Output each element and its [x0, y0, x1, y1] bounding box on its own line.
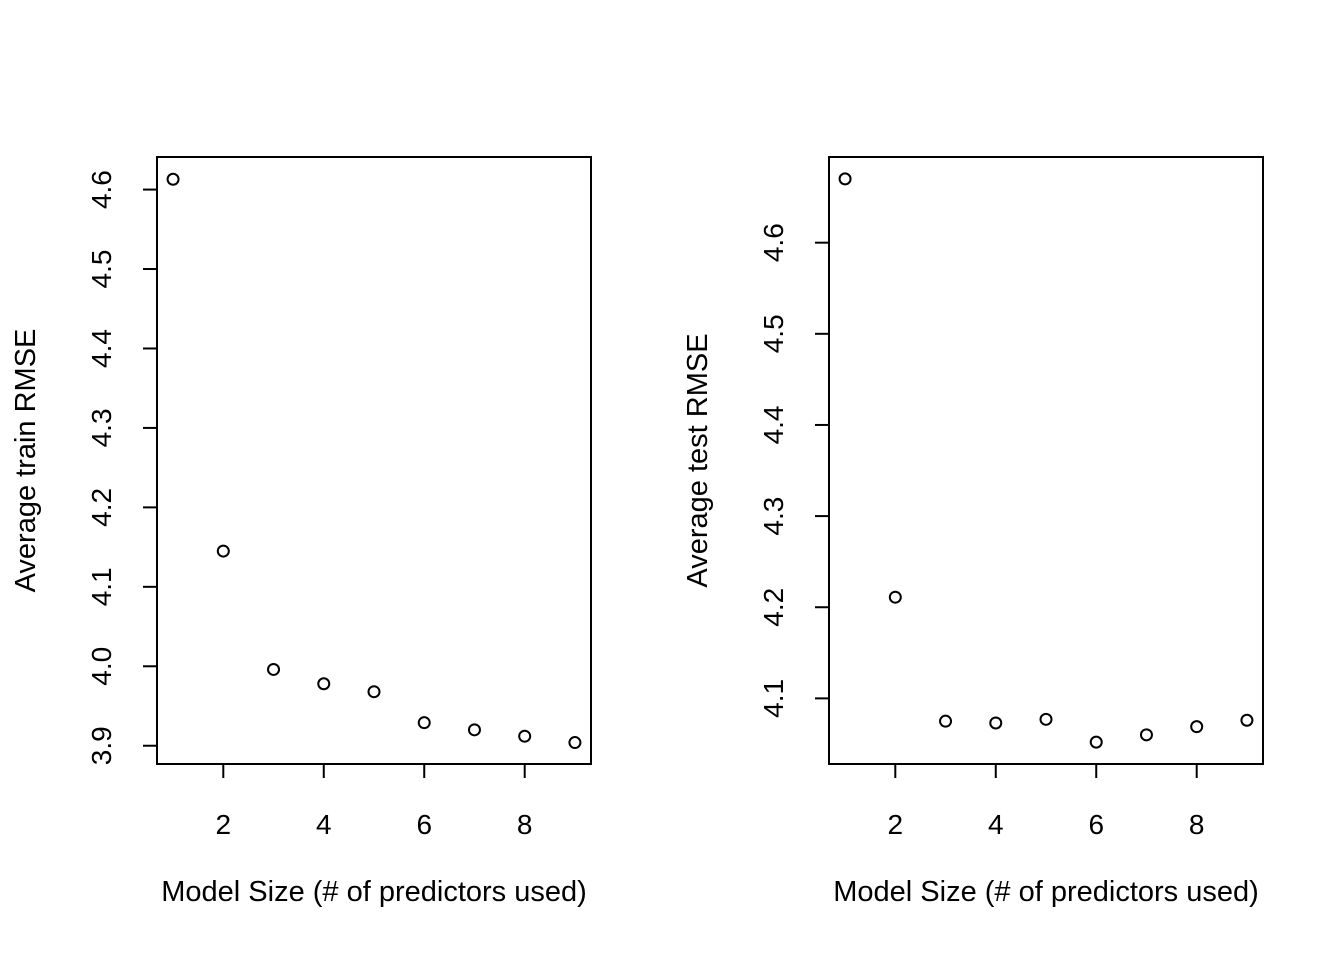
y-tick-label: 4.4 — [758, 405, 789, 444]
data-point — [417, 716, 431, 730]
x-axis-title: Model Size (# of predictors used) — [161, 876, 587, 908]
data-point — [1240, 713, 1254, 727]
data-point — [518, 729, 532, 743]
y-tick-label: 4.3 — [758, 497, 789, 536]
y-tick-label: 4.4 — [86, 329, 117, 368]
data-point — [888, 590, 902, 604]
x-tick-label: 6 — [1088, 809, 1104, 840]
data-point — [1039, 712, 1053, 726]
y-tick-label: 4.3 — [86, 408, 117, 447]
y-tick-label: 4.2 — [86, 488, 117, 527]
data-point — [939, 714, 953, 728]
y-tick-label: 4.1 — [86, 567, 117, 606]
x-tick-label: 8 — [517, 809, 533, 840]
data-point — [467, 723, 481, 737]
y-tick-label: 4.6 — [86, 170, 117, 209]
y-tick-label: 3.9 — [86, 726, 117, 765]
data-point — [568, 736, 582, 750]
x-tick-label: 4 — [316, 809, 332, 840]
x-axis-title: Model Size (# of predictors used) — [833, 876, 1259, 908]
data-point — [838, 172, 852, 186]
data-point — [989, 716, 1003, 730]
y-tick-label: 4.1 — [758, 679, 789, 718]
data-point — [166, 172, 180, 186]
y-axis-title: Average test RMSE — [682, 333, 714, 587]
x-tick-label: 2 — [888, 809, 904, 840]
plot-frame — [828, 156, 1264, 765]
data-point — [317, 677, 331, 691]
scatter-panel-2: 2 4 6 8 4.1 4.2 4.3 4.4 4.5 4.6 Model Size (# of p… — [682, 156, 1264, 908]
y-tick-label: 4.6 — [758, 223, 789, 262]
data-point — [367, 685, 381, 699]
scatter-panel-1: 2 4 6 8 3.9 4.0 4.1 4.2 4.3 4.4 4.5 4.6 Model Size (… — [10, 156, 592, 908]
data-point — [267, 662, 281, 676]
y-tick-label: 4.2 — [758, 588, 789, 627]
x-tick-label: 6 — [416, 809, 432, 840]
y-tick-label: 4.5 — [86, 250, 117, 289]
y-tick-label: 4.5 — [758, 314, 789, 353]
x-tick-label: 4 — [988, 809, 1004, 840]
x-tick-label: 8 — [1189, 809, 1205, 840]
plot-frame — [156, 156, 592, 765]
x-tick-label: 2 — [216, 809, 232, 840]
data-point — [216, 544, 230, 558]
data-point — [1139, 728, 1153, 742]
data-point — [1089, 735, 1103, 749]
y-axis-title: Average train RMSE — [10, 329, 42, 593]
data-point — [1190, 720, 1204, 734]
y-tick-label: 4.0 — [86, 647, 117, 686]
